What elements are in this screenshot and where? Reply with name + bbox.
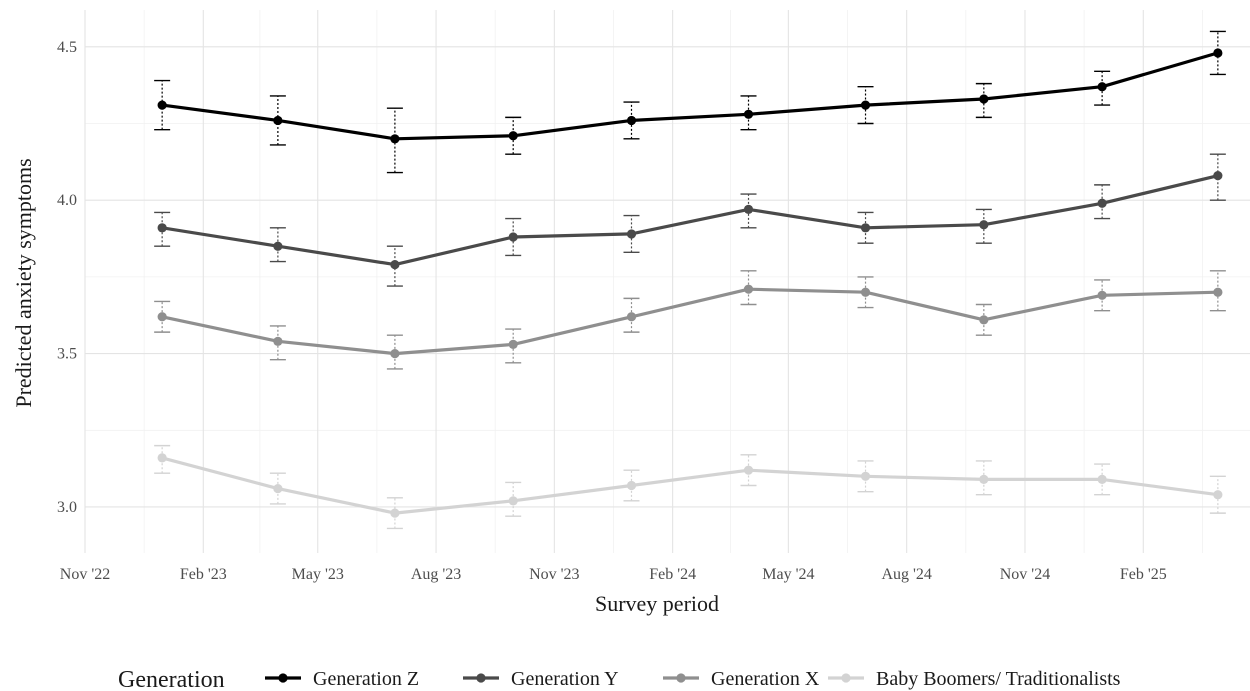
data-point [979,315,989,325]
legend-title: Generation [118,667,225,691]
data-point [508,131,518,141]
data-point [390,348,400,359]
series-line [161,51,1219,141]
legend-key-point [278,673,288,683]
legend-key-point [676,673,686,683]
data-point [743,465,754,475]
data-point [273,336,283,346]
x-tick-label: Aug '24 [881,566,931,583]
legend-label: Generation X [711,668,820,690]
y-axis-title: Predicted anxiety symptoms [11,158,36,407]
minor-gridlines [85,10,1250,553]
data-point [1097,82,1107,92]
x-tick-label: Nov '24 [1000,566,1050,583]
data-point [157,223,167,233]
x-axis-tick-labels: Nov '22 Feb '23 May '23 Aug '23 Nov '23 Feb '… [60,566,1167,583]
x-tick-label: Nov '23 [529,566,579,583]
series-layer [154,30,1226,530]
y-tick-label: 3.5 [57,346,77,363]
data-point [979,94,989,104]
legend-label: Baby Boomers/ Traditionalists [876,668,1121,690]
data-point [743,109,754,119]
series-generation-y [154,153,1226,287]
series-line [161,287,1218,356]
data-point [860,223,871,233]
x-tick-label: Feb '25 [1120,566,1167,583]
data-point [979,220,989,230]
series-generation-z [154,30,1226,174]
series-baby-boomers-traditionalists [154,444,1226,530]
x-tick-label: May '23 [292,566,344,583]
series-line [161,456,1219,515]
legend-label: Generation Z [313,668,419,690]
data-point [1213,287,1223,297]
data-point [743,204,754,215]
legend-key-point [476,673,486,683]
data-point [508,339,518,349]
data-point [157,312,167,322]
legend-item: Baby Boomers/ Traditionalists [828,668,1121,690]
legend-label: Generation Y [511,668,619,690]
legend-item: Generation X [663,668,820,690]
series-generation-x [154,270,1226,370]
data-point [743,284,754,294]
data-point [626,229,637,239]
data-point [1097,474,1107,484]
y-tick-label: 4.5 [57,39,77,56]
data-point [626,312,637,322]
data-point [390,508,400,518]
series-line [161,174,1219,267]
legend: Generation Generation Z Generation Y Gener… [118,667,1121,691]
data-point [860,471,871,481]
x-tick-label: Feb '23 [180,566,227,583]
data-point [1213,171,1223,181]
y-tick-label: 4.0 [57,192,77,209]
data-point [157,453,167,463]
x-tick-label: Aug '23 [411,566,461,583]
x-tick-label: May '24 [762,566,814,583]
data-point [979,474,989,484]
data-point [273,241,283,251]
data-point [273,115,283,126]
y-axis-tick-labels: 3.0 3.5 4.0 4.5 [57,39,77,516]
legend-key-point [841,673,851,683]
data-point [508,232,518,242]
data-point [860,287,871,297]
data-point [626,115,637,126]
data-point [1213,48,1223,58]
data-point [273,483,283,494]
data-point [1097,290,1107,300]
data-point [860,100,871,110]
x-axis-title: Survey period [595,591,719,616]
legend-item: Generation Y [463,668,619,690]
x-tick-label: Feb '24 [649,566,696,583]
data-point [626,480,637,491]
legend-item: Generation Z [265,668,419,690]
data-point [1097,198,1107,208]
data-point [508,496,518,506]
data-point [157,100,167,110]
data-point [1213,490,1223,500]
data-point [390,134,400,144]
major-gridlines [84,10,1250,553]
y-tick-label: 3.0 [57,499,77,516]
data-point [390,260,400,270]
x-tick-label: Nov '22 [60,566,110,583]
